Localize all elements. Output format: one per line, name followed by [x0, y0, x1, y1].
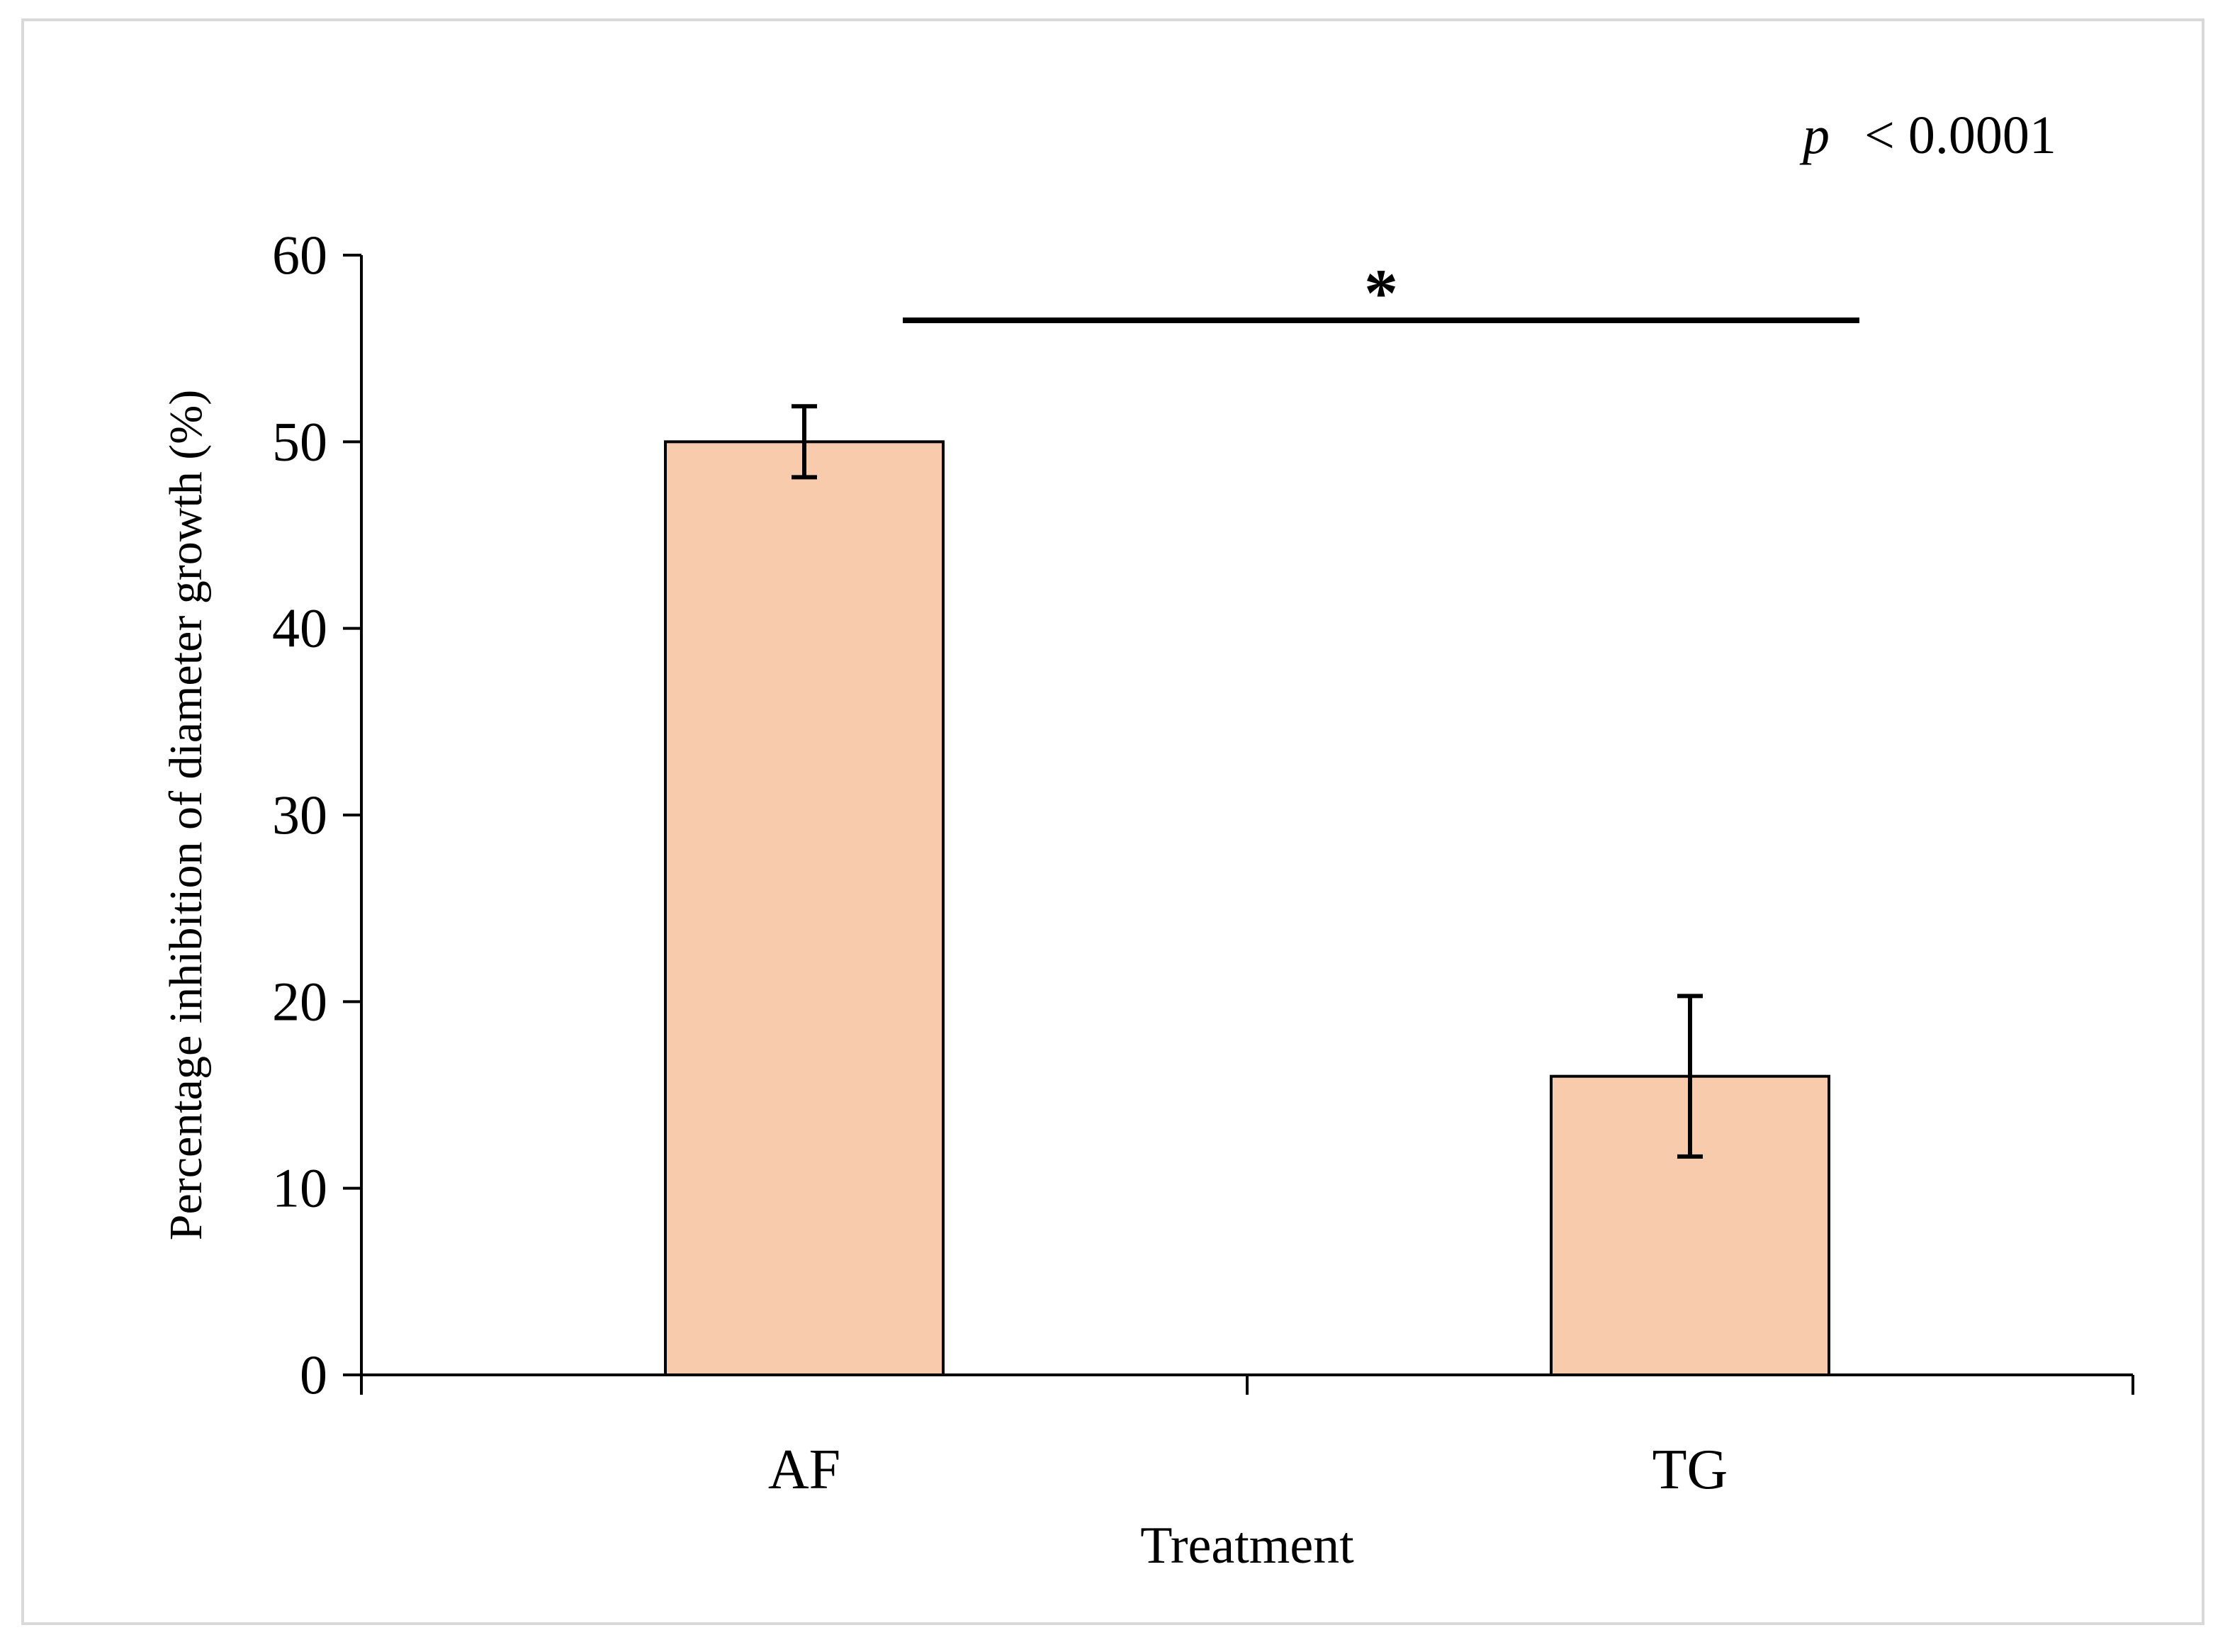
bar-AF: [664, 440, 945, 1376]
bar-chart: 0 10 20 30 40 50 60 AF TG Percentage inhibition…: [160, 106, 2134, 1575]
y-tick-label: 10: [272, 1157, 327, 1219]
p-value-text: < 0.0001: [1864, 106, 2056, 165]
x-axis-ticks: [360, 1375, 2134, 1395]
y-tick-label: 50: [272, 410, 327, 472]
p-value-annotation: p < 0.0001: [1799, 106, 2056, 165]
x-tick-label-TG: TG: [1652, 1439, 1728, 1501]
p-symbol: p: [1799, 106, 1830, 165]
y-tick-label: 60: [272, 224, 327, 286]
bars: [664, 440, 1830, 1376]
y-axis-ticks: 0 10 20 30 40 50 60: [272, 224, 361, 1405]
y-tick-label: 30: [272, 784, 327, 845]
y-tick-label: 20: [272, 970, 327, 1032]
x-axis-tick-labels: AF TG: [768, 1439, 1728, 1501]
significance-star: *: [1364, 255, 1398, 331]
x-tick-label-AF: AF: [768, 1439, 840, 1501]
x-axis-title: Treatment: [1140, 1517, 1354, 1575]
error-bars: [792, 404, 1703, 1159]
y-tick-label: 40: [272, 597, 327, 659]
y-tick-label: 0: [300, 1344, 327, 1405]
figure-frame: 0 10 20 30 40 50 60 AF TG Percentage inhibition…: [21, 18, 2204, 1625]
y-axis-title: Percentage inhibition of diameter growth…: [160, 390, 212, 1240]
